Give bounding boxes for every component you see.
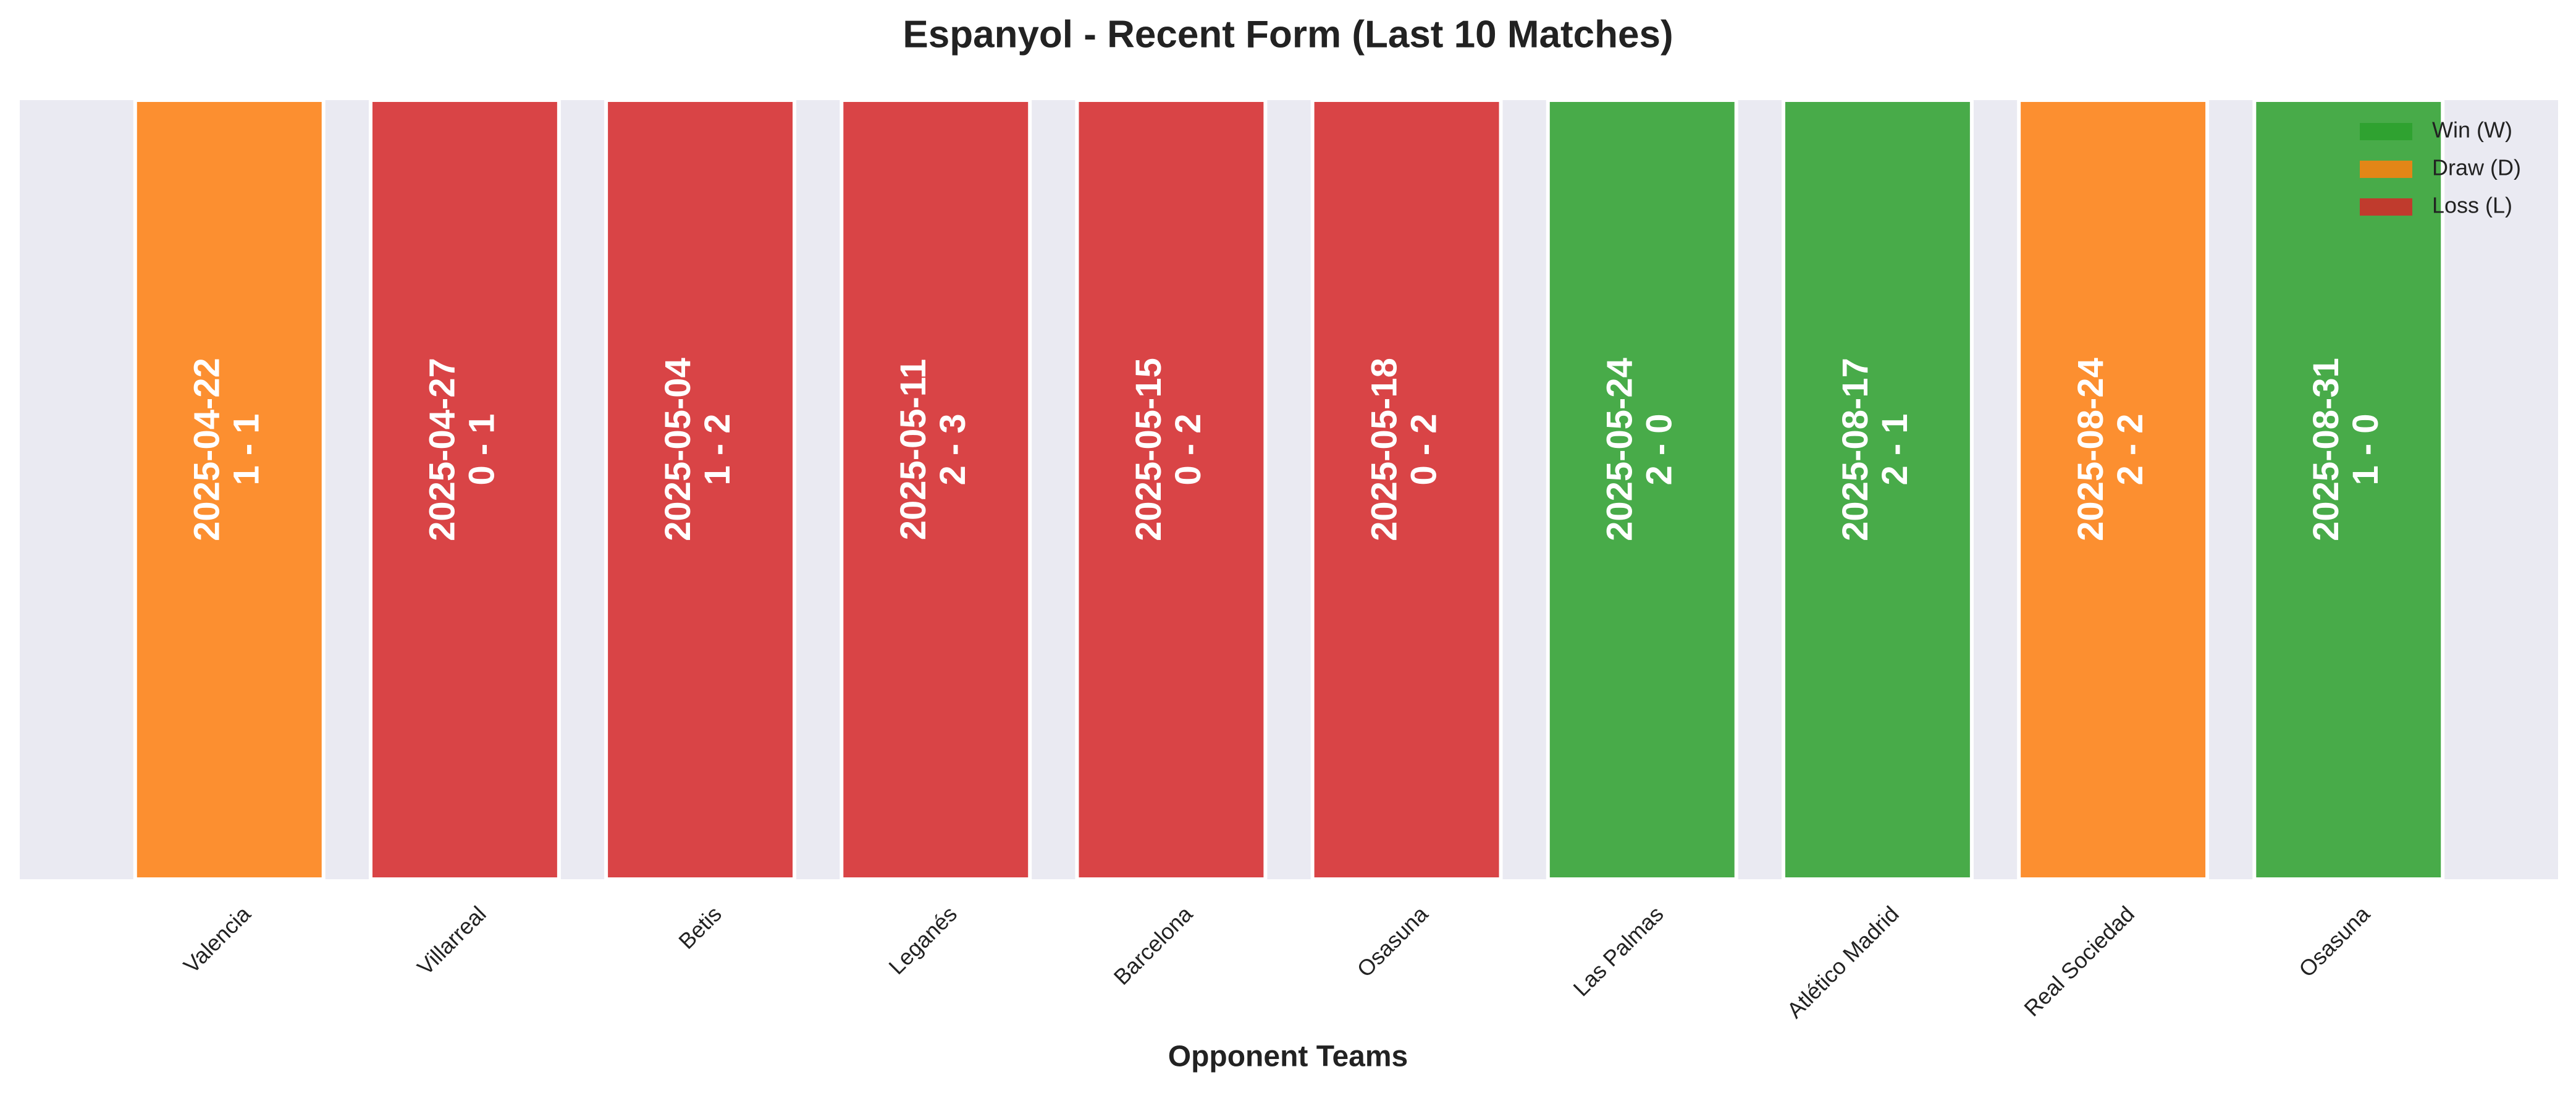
legend-label: Loss (L): [2432, 193, 2512, 218]
bar-score-label: 0 - 1: [462, 413, 502, 485]
x-tick-label: Las Palmas: [1568, 901, 1669, 1001]
legend-label: Draw (D): [2432, 155, 2521, 180]
x-tick-label: Villarreal: [412, 901, 491, 980]
bar-date-label: 2025-05-18: [1364, 358, 1404, 541]
bar: [604, 98, 797, 881]
bar-score-label: 2 - 1: [1875, 413, 1915, 485]
bar: [1546, 98, 1738, 881]
bar-score-label: 1 - 2: [697, 413, 738, 485]
x-tick-label: Barcelona: [1109, 901, 1198, 990]
bar: [1781, 98, 1974, 881]
bar: [1310, 98, 1503, 881]
legend-swatch: [2360, 123, 2412, 140]
bar-date-label: 2025-04-22: [187, 358, 227, 541]
x-tick-label: Betis: [673, 901, 726, 954]
bar-score-label: 1 - 1: [227, 413, 267, 485]
legend-swatch: [2360, 161, 2412, 178]
bar: [2252, 98, 2445, 881]
chart-title: Espanyol - Recent Form (Last 10 Matches): [903, 13, 1673, 56]
bar-score-label: 1 - 0: [2346, 413, 2386, 485]
bar-date-label: 2025-08-31: [2306, 358, 2346, 541]
x-tick-label: Valencia: [179, 901, 256, 978]
x-tick-label: Osasuna: [1352, 901, 1434, 982]
bar-score-label: 2 - 2: [2110, 413, 2150, 485]
x-tick-label: Atlético Madrid: [1782, 901, 1903, 1023]
bar: [133, 98, 326, 881]
x-tick-label: Leganés: [883, 901, 962, 979]
bar-score-label: 0 - 2: [1168, 413, 1208, 485]
x-tick-label: Osasuna: [2294, 901, 2375, 982]
bar: [840, 98, 1032, 881]
legend-label: Win (W): [2432, 117, 2512, 143]
x-axis-label: Opponent Teams: [1168, 1040, 1408, 1073]
bar: [368, 98, 561, 881]
x-tick-label: Real Sociedad: [2019, 901, 2139, 1021]
bar-date-label: 2025-05-11: [893, 359, 933, 540]
bar-date-label: 2025-05-04: [658, 358, 698, 541]
bar-date-label: 2025-08-17: [1835, 358, 1875, 541]
bar-score-label: 2 - 0: [1639, 413, 1680, 485]
bar: [2017, 98, 2210, 881]
bar: [1075, 98, 1268, 881]
bar-score-label: 2 - 3: [933, 413, 973, 485]
bar-date-label: 2025-05-24: [1600, 358, 1640, 541]
bar-date-label: 2025-05-15: [1129, 358, 1169, 541]
bar-score-label: 0 - 2: [1404, 413, 1444, 485]
legend-swatch: [2360, 198, 2412, 216]
bar-date-label: 2025-04-27: [423, 358, 463, 541]
bar-date-label: 2025-08-24: [2071, 358, 2111, 541]
